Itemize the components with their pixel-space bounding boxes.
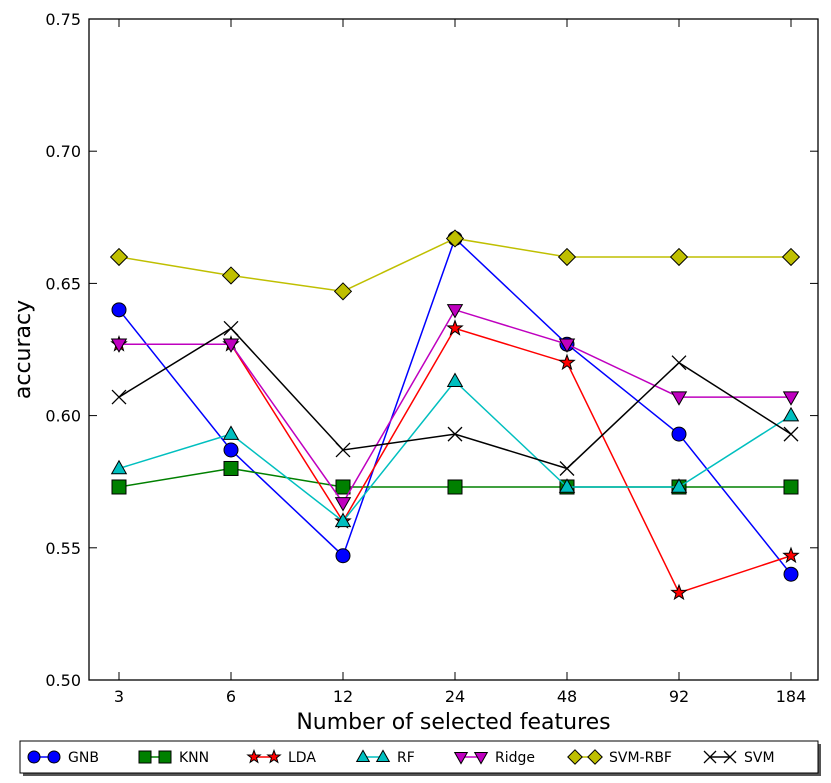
data-point	[558, 338, 576, 353]
y-tick-label: 0.60	[45, 407, 81, 426]
legend-item-svm: SVM	[703, 750, 775, 766]
x-tick-label: 92	[669, 687, 689, 706]
plot-frame	[88, 18, 819, 681]
legend-marker	[47, 750, 61, 764]
data-point	[335, 442, 351, 458]
y-tick-label: 0.55	[45, 539, 81, 558]
series-svm	[111, 320, 799, 476]
data-point	[671, 355, 687, 371]
plot-area	[88, 18, 819, 681]
legend-item-rf: RF	[355, 749, 415, 766]
data-point	[670, 478, 688, 493]
series-ridge	[110, 304, 800, 512]
legend-item-knn: KNN	[138, 750, 209, 766]
legend-label: GNB	[68, 750, 99, 766]
legend-marker	[375, 749, 391, 762]
data-point	[223, 442, 239, 458]
data-point	[223, 320, 239, 336]
x-tick-label: 24	[445, 687, 465, 706]
data-point	[447, 479, 463, 495]
data-point	[110, 459, 128, 475]
data-point	[782, 546, 800, 564]
y-tick-label: 0.50	[45, 671, 81, 690]
x-tick-label: 12	[333, 687, 353, 706]
data-point	[334, 512, 352, 528]
x-tick-label: 184	[776, 687, 807, 706]
data-point	[111, 302, 127, 318]
legend-marker	[138, 750, 152, 764]
data-point	[781, 247, 801, 267]
legend-label: Ridge	[495, 750, 535, 766]
legend-marker	[355, 749, 371, 762]
x-tick-label: 48	[557, 687, 577, 706]
legend-marker	[703, 750, 717, 764]
legend-label: KNN	[179, 750, 209, 766]
y-tick-label: 0.65	[45, 274, 81, 293]
data-point	[222, 425, 240, 440]
legend-marker	[567, 749, 583, 765]
x-tick-label: 6	[226, 687, 236, 706]
data-point	[446, 319, 464, 336]
data-point	[558, 478, 576, 493]
legend-marker	[266, 748, 282, 764]
legend-marker	[246, 748, 262, 764]
legend-marker	[158, 750, 172, 764]
legend-label: RF	[397, 750, 415, 766]
data-point	[670, 583, 688, 601]
data-point	[445, 229, 465, 248]
legend-label: SVM	[744, 750, 775, 766]
data-point	[333, 282, 353, 301]
data-point	[109, 247, 129, 267]
legend-item-lda: LDA	[246, 748, 316, 766]
legend-item-gnb: GNB	[27, 750, 99, 766]
legend-marker	[723, 750, 737, 764]
legend-item-svm-rbf: SVM-RBF	[567, 749, 672, 766]
data-point	[111, 479, 127, 495]
data-point	[221, 266, 241, 285]
legend-marker	[453, 752, 469, 765]
data-point	[110, 338, 128, 353]
data-point	[559, 461, 575, 476]
data-point	[223, 460, 239, 476]
data-point	[783, 426, 799, 442]
legend: GNB KNN LDA RF Ridge SVM-RBF SVM	[19, 740, 821, 776]
data-point	[558, 353, 576, 371]
x-axis-title: Number of selected features	[296, 710, 610, 735]
data-point	[335, 479, 351, 495]
data-point	[670, 391, 688, 406]
legend-item-ridge: Ridge	[453, 750, 535, 766]
series-layer	[109, 229, 801, 601]
legend-marker	[587, 749, 603, 765]
labels-layer: 0.50 0.55 0.60 0.65 0.70 0.75 3 6 12 24 48 92 184 Num…	[11, 10, 806, 735]
data-point	[671, 426, 687, 442]
data-point	[783, 479, 799, 495]
data-point	[446, 372, 464, 387]
series-rf	[110, 372, 800, 528]
data-point	[111, 389, 127, 405]
data-point	[783, 566, 799, 582]
data-point	[782, 406, 800, 422]
data-point	[446, 304, 464, 319]
data-point	[557, 247, 577, 267]
data-point	[669, 247, 689, 267]
y-tick-label: 0.75	[45, 10, 81, 29]
data-point	[447, 426, 463, 442]
legend-marker	[473, 752, 489, 765]
data-point	[782, 391, 800, 406]
data-point	[335, 548, 351, 564]
y-axis-title: accuracy	[11, 300, 36, 399]
series-svm-rbf	[109, 229, 801, 301]
y-tick-label: 0.70	[45, 142, 81, 161]
legend-marker	[27, 750, 41, 764]
data-point	[334, 497, 352, 512]
legend-label: LDA	[288, 750, 316, 766]
legend-label: SVM-RBF	[609, 750, 672, 766]
x-tick-label: 3	[114, 687, 124, 706]
data-point	[222, 338, 240, 353]
